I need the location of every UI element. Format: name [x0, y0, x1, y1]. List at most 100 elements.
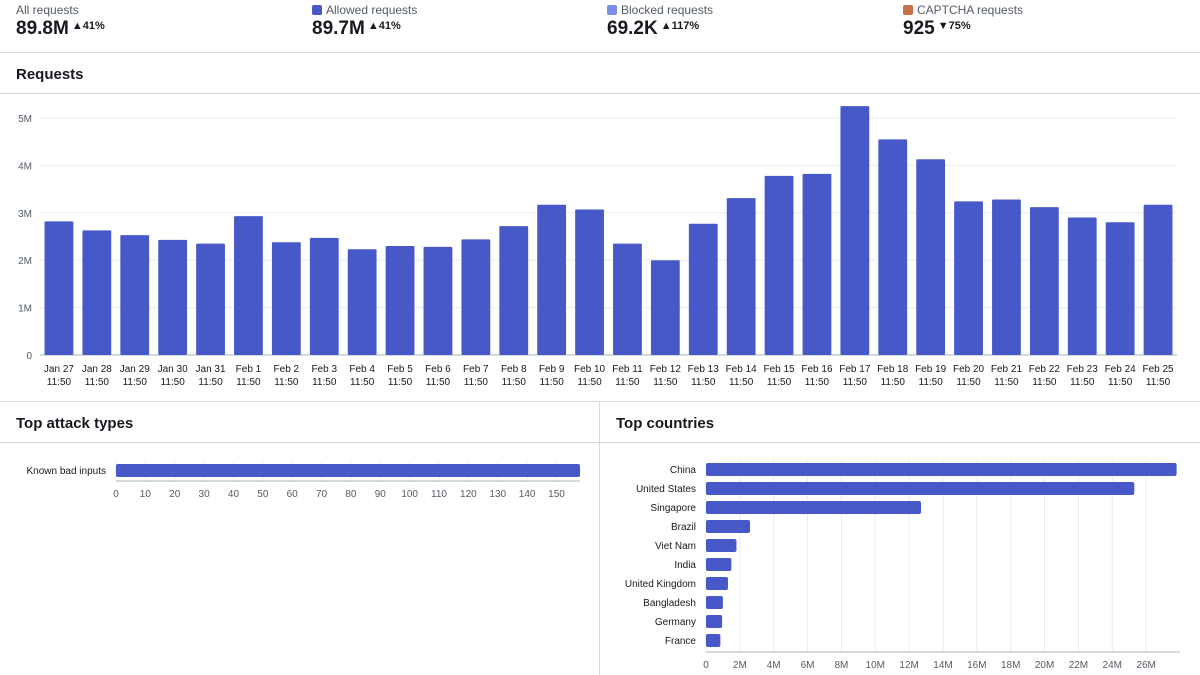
y-tick-label: 5M [18, 114, 32, 125]
x-tick-time-label: 11:50 [388, 377, 413, 388]
x-tick-time-label: 11:50 [881, 377, 906, 388]
bar [706, 596, 723, 609]
x-tick-label: Feb 22 [1029, 364, 1061, 375]
stat-label: Blocked requests [607, 3, 713, 17]
legend-swatch-icon [607, 5, 617, 15]
stat-allowed-requests[interactable]: Allowed requests 89.7M ▲41% [312, 3, 417, 40]
y-tick-label: 0 [26, 351, 32, 362]
x-tick-label: 8M [834, 660, 848, 671]
bar [613, 243, 642, 355]
x-tick-label: Feb 3 [311, 364, 337, 375]
top-countries-chart: 0 2M 4M 6M 8M 10M 12M 14M 16M 18M 20M 22M 24M 26M Chin… [625, 460, 1180, 671]
y-tick-label: 4M [18, 161, 32, 172]
bar [916, 159, 946, 355]
x-tick-label: Feb 15 [763, 364, 795, 375]
y-tick-label: 1M [18, 304, 32, 315]
bar [688, 223, 718, 355]
x-tick-label: 40 [228, 489, 240, 500]
x-tick-label: 90 [375, 489, 387, 500]
x-tick-label: 100 [401, 489, 418, 500]
bar [878, 139, 908, 355]
x-tick-time-label: 11:50 [236, 377, 261, 388]
x-tick-label: Jan 29 [120, 364, 150, 375]
x-tick-label: Feb 13 [688, 364, 720, 375]
bar [461, 239, 491, 355]
bar [423, 246, 453, 355]
x-tick-label: Feb 25 [1142, 364, 1174, 375]
x-tick-time-label: 11:50 [502, 377, 527, 388]
requests-chart: 0 1M 2M 3M 4M 5M Jan 27 11:50 Jan 28 11:50 Jan 29 1… [18, 106, 1177, 388]
x-tick-label: 50 [257, 489, 269, 500]
stat-value: 89.7M [312, 18, 365, 39]
stat-captcha-requests[interactable]: CAPTCHA requests 925 ▼75% [903, 3, 1023, 40]
bar [1143, 204, 1173, 355]
stat-blocked-requests[interactable]: Blocked requests 69.2K ▲117% [607, 3, 713, 40]
y-tick-label: 2M [18, 256, 32, 267]
summary-stats: All requests 89.8M ▲41% Allowed requests… [0, 0, 1200, 53]
x-tick-label: Feb 19 [915, 364, 947, 375]
x-tick-label: 0 [113, 489, 119, 500]
x-tick-time-label: 11:50 [767, 377, 792, 388]
bar [840, 106, 870, 356]
x-tick-label: 18M [1001, 660, 1020, 671]
x-tick-label: 26M [1136, 660, 1155, 671]
x-tick-time-label: 11:50 [464, 377, 489, 388]
x-tick-label: Feb 17 [839, 364, 871, 375]
panel-divider [0, 401, 1200, 402]
bar [726, 198, 756, 355]
x-tick-time-label: 11:50 [729, 377, 754, 388]
stat-value: 925 [903, 18, 935, 39]
attack-panel-header: Top attack types [0, 402, 599, 443]
panel-title: Top countries [616, 415, 715, 432]
panel-divider [599, 402, 600, 675]
x-tick-label: 16M [967, 660, 986, 671]
x-tick-label: 6M [801, 660, 815, 671]
x-tick-label: 120 [460, 489, 477, 500]
stat-change: ▲41% [71, 20, 105, 32]
x-tick-label: Feb 5 [387, 364, 413, 375]
bar [802, 173, 832, 355]
x-tick-label: Feb 9 [539, 364, 565, 375]
stat-all-requests[interactable]: All requests 89.8M ▲41% [16, 3, 105, 40]
category-label: France [665, 636, 697, 647]
x-tick-label: Jan 30 [158, 364, 188, 375]
stat-change: ▲41% [367, 20, 401, 32]
bar [347, 249, 377, 355]
x-tick-time-label: 11:50 [805, 377, 830, 388]
bar [499, 226, 529, 355]
x-tick-label: Feb 6 [425, 364, 451, 375]
x-tick-label: 14M [933, 660, 952, 671]
bar [992, 199, 1021, 355]
x-tick-label: Feb 23 [1067, 364, 1099, 375]
bar [706, 520, 751, 533]
x-tick-time-label: 11:50 [691, 377, 716, 388]
x-tick-label: 20 [169, 489, 181, 500]
x-tick-label: Feb 4 [349, 364, 375, 375]
countries-panel-header: Top countries [600, 402, 1200, 443]
category-label: Bangladesh [643, 598, 696, 609]
x-tick-time-label: 11:50 [123, 377, 148, 388]
x-tick-label: 0 [703, 660, 709, 671]
x-tick-time-label: 11:50 [919, 377, 944, 388]
bar [271, 242, 301, 355]
bar [706, 577, 729, 590]
category-label: Singapore [650, 503, 696, 514]
bar [116, 464, 580, 477]
x-tick-label: 70 [316, 489, 328, 500]
x-tick-label: 24M [1103, 660, 1122, 671]
legend-swatch-icon [312, 5, 322, 15]
arrow-up-icon: ▲ [367, 20, 379, 32]
x-tick-label: Jan 27 [44, 364, 74, 375]
x-tick-label: Feb 21 [991, 364, 1023, 375]
category-label: Viet Nam [655, 541, 696, 552]
x-tick-label: 130 [489, 489, 506, 500]
bar [706, 482, 1135, 495]
x-tick-time-label: 11:50 [1032, 377, 1057, 388]
x-tick-label: Feb 24 [1105, 364, 1137, 375]
x-tick-label: 20M [1035, 660, 1054, 671]
attack-types-chart: 0 10 20 30 40 50 60 70 80 90 100 110 120 130 140 150 Kno… [26, 462, 580, 500]
x-tick-label: Feb 8 [501, 364, 527, 375]
category-label: Brazil [671, 522, 696, 533]
panel-title: Top attack types [16, 415, 134, 432]
x-tick-label: 10 [140, 489, 152, 500]
